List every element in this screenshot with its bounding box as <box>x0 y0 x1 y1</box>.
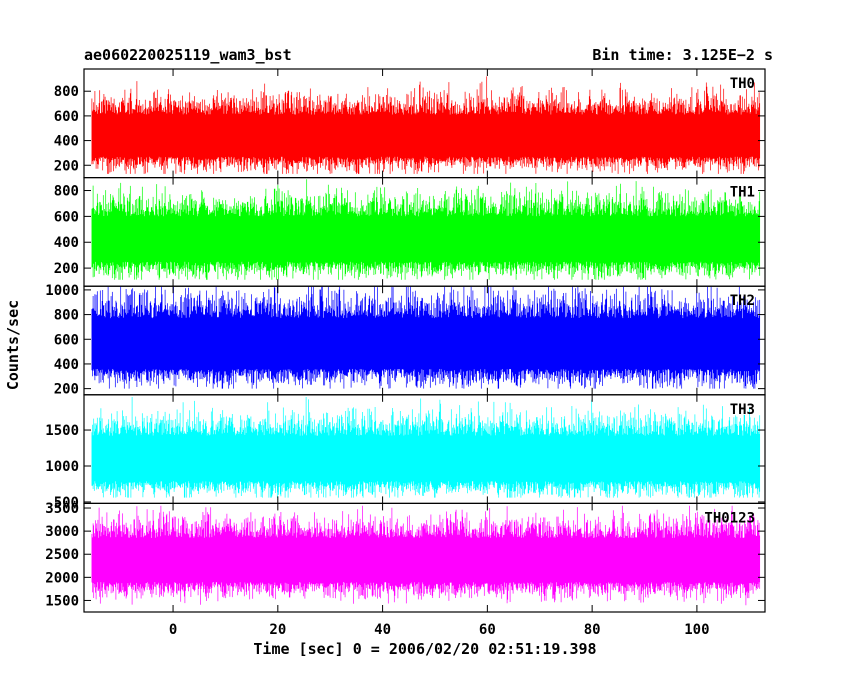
y-tick-label-th0123: 2500 <box>45 547 79 563</box>
series-line-th0 <box>91 76 761 174</box>
y-tick-label-th0: 200 <box>54 158 79 174</box>
x-axis: 0 20 40 60 80 100 <box>169 622 710 638</box>
x-tick-label: 20 <box>269 622 286 638</box>
y-tick-label-th1: 400 <box>54 235 79 251</box>
panel-th3: 500 1000 1500 TH3 <box>45 394 766 511</box>
y-tick-label-th1: 600 <box>54 209 79 225</box>
panel-th1: 200 400 600 800 TH1 <box>54 177 766 287</box>
y-tick-label-th2: 400 <box>54 357 79 373</box>
panel-th0: 200 400 600 800 TH0 <box>54 68 766 179</box>
y-tick-label-th0: 400 <box>54 134 79 150</box>
panel-label-th0123: TH0123 <box>704 510 755 526</box>
y-tick-label-th0123: 2000 <box>45 570 79 586</box>
panel-label-th1: TH1 <box>730 185 755 201</box>
panel-label-th3: TH3 <box>730 402 755 418</box>
y-tick-label-th0: 600 <box>54 109 79 125</box>
y-tick-label-th2: 1000 <box>45 283 79 299</box>
y-tick-label-th1: 800 <box>54 184 79 200</box>
series-line-th0123 <box>91 505 761 606</box>
y-tick-label-th2: 200 <box>54 382 79 398</box>
y-axis-label: Counts/sec <box>4 300 22 390</box>
series-line-th3 <box>91 397 761 498</box>
y-tick-label-th0123: 1500 <box>45 593 79 609</box>
panel-th0123: 1500 2000 2500 3000 3500 TH0123 <box>45 501 766 613</box>
x-tick-label: 0 <box>169 622 177 638</box>
y-tick-label-th0: 800 <box>54 84 79 100</box>
y-tick-label-th3: 1000 <box>45 459 79 475</box>
y-tick-label-th3: 500 <box>54 495 79 511</box>
panel-label-th0: TH0 <box>730 76 755 92</box>
bin-time-label: Bin time: 3.125E−2 s <box>592 46 773 64</box>
y-tick-label-th0123: 3500 <box>45 501 79 517</box>
y-tick-label-th2: 600 <box>54 332 79 348</box>
panel-th2: 200 400 600 800 1000 TH2 <box>45 283 766 398</box>
panel-frame-th0123 <box>83 502 766 613</box>
series-line-th1 <box>91 179 761 280</box>
x-tick-label: 40 <box>374 622 391 638</box>
plot-title: ae060220025119_wam3_bst <box>84 46 292 64</box>
y-tick-label-th1: 200 <box>54 261 79 277</box>
series-line-th2 <box>91 286 761 389</box>
y-tick-label-th0123: 3000 <box>45 524 79 540</box>
x-tick-label: 60 <box>479 622 496 638</box>
x-tick-label: 80 <box>584 622 601 638</box>
y-tick-label-th2: 800 <box>54 308 79 324</box>
y-tick-label-th3: 1500 <box>45 423 79 439</box>
panel-label-th2: TH2 <box>730 293 755 309</box>
panels-group: 200 400 600 800 TH0 200 400 600 800 TH1 200 400 600 8… <box>45 68 766 613</box>
x-axis-label: Time [sec] 0 = 2006/02/20 02:51:19.398 <box>253 640 596 658</box>
x-tick-label: 100 <box>684 622 709 638</box>
